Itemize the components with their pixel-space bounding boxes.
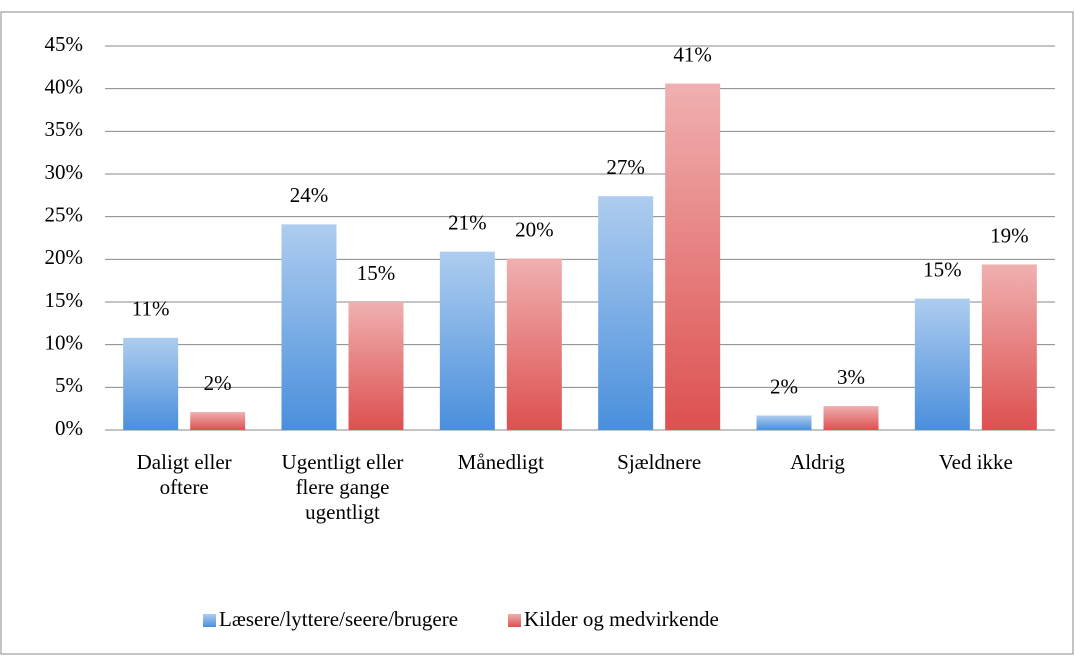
data-label: 2% (204, 371, 232, 395)
y-tick-label: 0% (55, 416, 83, 440)
bar (981, 264, 1037, 430)
y-tick-label: 15% (45, 288, 84, 312)
bar (123, 337, 179, 430)
bar (439, 251, 495, 430)
x-tick-label: Daligt eller oftere (136, 450, 232, 499)
data-label: 11% (132, 297, 170, 321)
bar (506, 258, 562, 430)
data-label: 3% (837, 365, 865, 389)
bar (598, 196, 654, 430)
data-label: 2% (770, 374, 798, 398)
bar (914, 298, 970, 430)
legend-label: Kilder og medvirkende (524, 607, 719, 631)
data-label: 21% (448, 210, 487, 234)
bar (281, 224, 337, 430)
data-label: 41% (673, 42, 712, 66)
y-tick-label: 40% (45, 74, 84, 98)
y-tick-label: 30% (45, 160, 84, 184)
y-tick-label: 5% (55, 373, 83, 397)
data-label: 27% (606, 155, 645, 179)
data-label: 15% (357, 261, 396, 285)
bar (823, 406, 879, 430)
bar (665, 83, 721, 431)
x-tick-label: Sjældnere (617, 450, 702, 474)
x-tick-label: Aldrig (790, 450, 845, 474)
y-tick-label: 20% (45, 245, 84, 269)
bar (348, 302, 404, 430)
y-tick-label: 25% (45, 202, 84, 226)
chart-frame (0, 11, 1074, 655)
data-label: 20% (515, 217, 554, 241)
y-tick-label: 45% (45, 32, 84, 56)
y-tick-label: 35% (45, 117, 84, 141)
bar (756, 415, 812, 430)
y-tick-label: 10% (45, 330, 84, 354)
x-tick-label: Ugentligt eller flere gange ugentligt (281, 450, 404, 524)
legend-swatch (508, 614, 521, 627)
legend-label: Læsere/lyttere/seere/brugere (219, 607, 458, 631)
data-label: 24% (290, 183, 329, 207)
data-label: 15% (923, 257, 962, 281)
x-tick-label: Månedligt (457, 450, 544, 474)
legend-swatch (203, 614, 216, 627)
bar (190, 412, 246, 430)
data-label: 19% (990, 223, 1029, 247)
x-tick-label: Ved ikke (938, 450, 1013, 474)
